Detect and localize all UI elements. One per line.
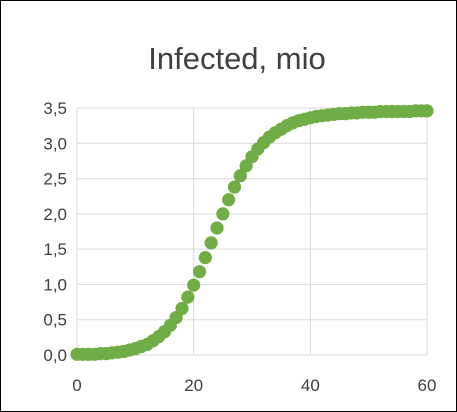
data-point <box>233 169 247 183</box>
data-point <box>192 265 207 279</box>
x-tick-label: 20 <box>184 376 203 395</box>
data-point <box>210 221 224 235</box>
data-point <box>175 301 189 316</box>
y-tick-label: 0,0 <box>43 346 67 365</box>
points-layer <box>70 104 434 361</box>
x-tick-label: 0 <box>72 376 81 395</box>
y-tick-label: 2,5 <box>43 170 67 189</box>
data-point <box>198 251 212 265</box>
y-tick-label: 2,0 <box>43 205 67 224</box>
data-point <box>216 207 230 221</box>
y-tick-label: 3,5 <box>43 99 67 118</box>
x-tick-label: 60 <box>418 376 437 395</box>
data-point <box>420 104 434 118</box>
data-point <box>181 290 195 304</box>
data-point <box>227 180 242 194</box>
chart-title: Infected, mio <box>148 41 325 76</box>
grid-layer <box>76 107 428 356</box>
data-point <box>222 193 236 207</box>
data-point <box>187 278 201 292</box>
data-point <box>204 236 218 250</box>
y-tick-label: 3,0 <box>43 134 67 153</box>
y-tick-label: 0,5 <box>43 311 67 330</box>
x-tick-label: 40 <box>301 376 320 395</box>
y-tick-label: 1,5 <box>43 240 67 259</box>
y-tick-label: 1,0 <box>43 275 67 294</box>
axis-labels: 0,0 0,5 1,0 1,5 2,0 2,5 3,0 3,5 0 20 40 60 <box>43 99 436 395</box>
